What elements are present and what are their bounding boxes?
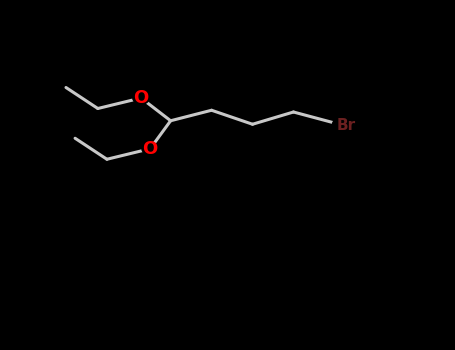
Circle shape	[142, 142, 158, 155]
Circle shape	[332, 116, 359, 136]
Circle shape	[133, 92, 149, 104]
Text: O: O	[133, 89, 149, 107]
Text: O: O	[142, 140, 158, 158]
Text: Br: Br	[336, 119, 355, 133]
